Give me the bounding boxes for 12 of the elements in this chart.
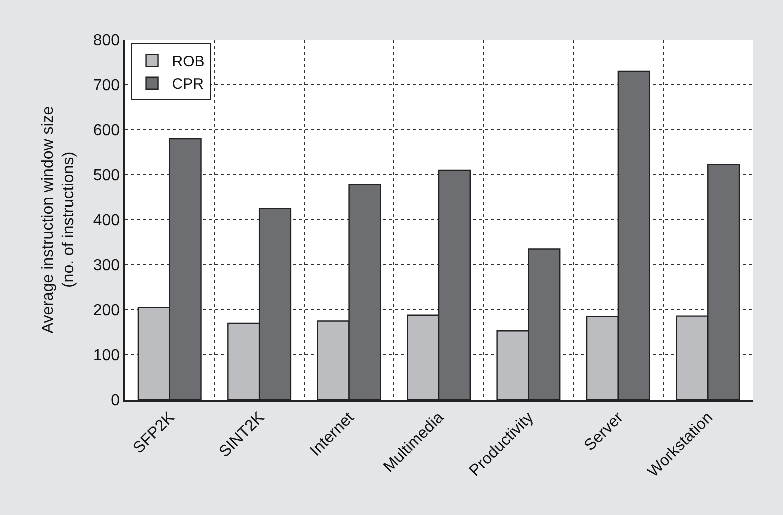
y-tick-label: 500 bbox=[93, 168, 120, 185]
legend-label: ROB bbox=[172, 54, 205, 71]
legend-label: CPR bbox=[172, 76, 204, 94]
y-tick-label: 300 bbox=[93, 258, 120, 275]
y-tick-label: 800 bbox=[93, 32, 120, 50]
y-tick-label: 200 bbox=[93, 302, 120, 320]
y-tick-label: 700 bbox=[93, 78, 120, 95]
y-tick-label: 0 bbox=[111, 392, 120, 410]
y-tick-label: 600 bbox=[93, 122, 120, 140]
y-tick-label: 400 bbox=[93, 212, 120, 230]
y-tick-label: 100 bbox=[93, 348, 120, 365]
y-axis-title: Average instruction window size (no. of instructions) bbox=[40, 106, 78, 334]
